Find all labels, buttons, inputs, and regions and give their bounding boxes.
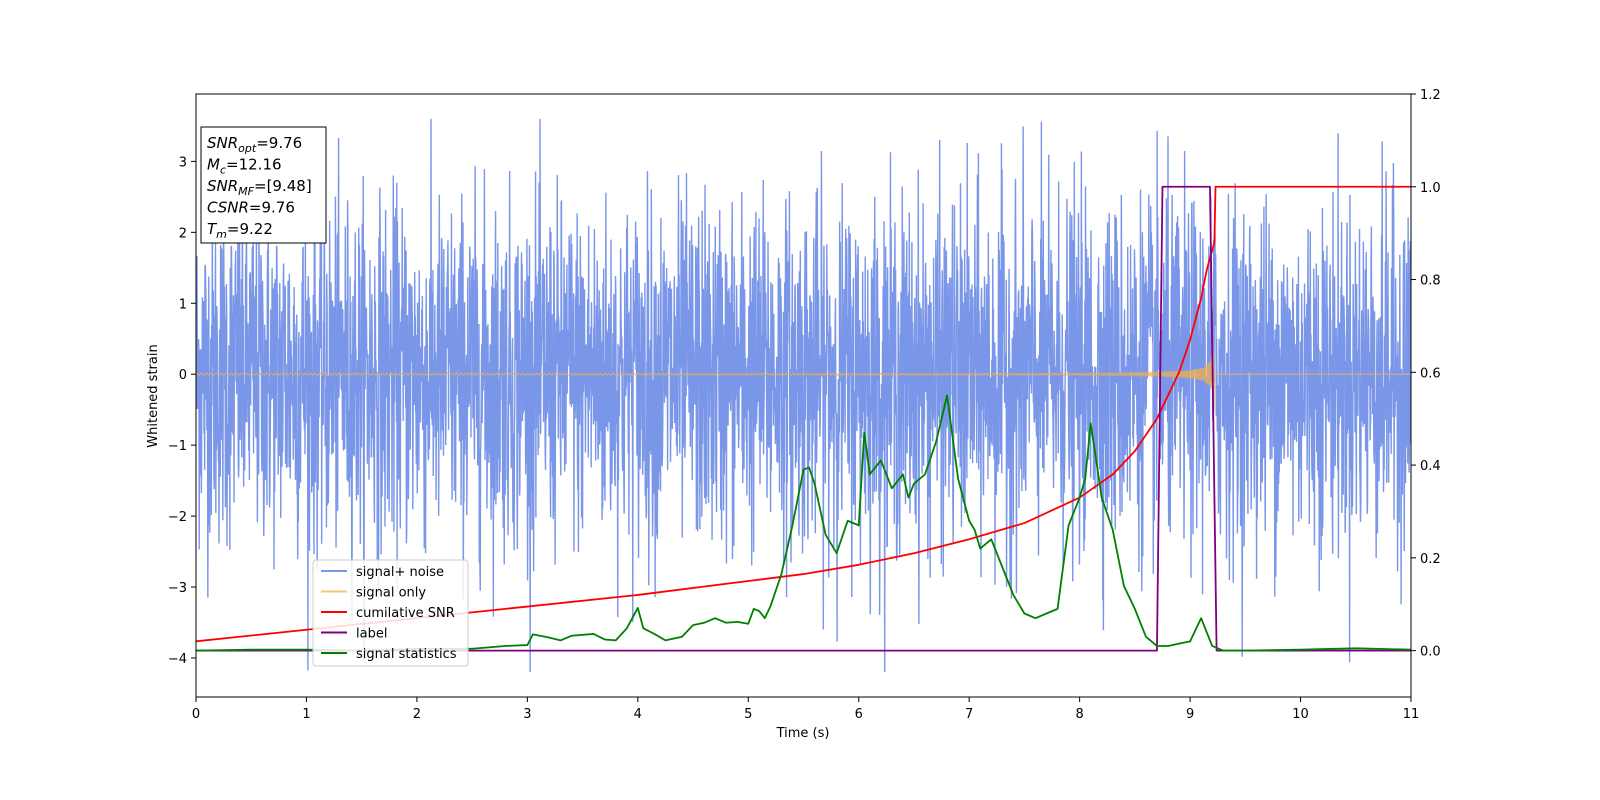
series-signal-noise	[196, 118, 1411, 673]
y-tick-label: −1	[168, 439, 187, 454]
info-symbol: SNR	[207, 177, 238, 195]
info-value: =9.22	[227, 220, 273, 238]
info-subscript: MF	[238, 185, 254, 198]
info-line: Tm=9.22	[207, 220, 273, 241]
axes-ticks: 0 1 2 3 4 5 6 7 8 9 10 11 −4 −3 −2 −1 0 1 2 3 0.0 0.2 0.4 0.6 0.…	[168, 88, 1441, 722]
x-tick-label: 1	[302, 707, 310, 722]
info-line: CSNR=9.76	[207, 199, 295, 217]
info-symbol: T	[207, 220, 218, 238]
info-value: =[9.48]	[254, 177, 312, 195]
y-tick-label: 1	[179, 297, 187, 312]
y2-tick-label: 1.0	[1420, 181, 1441, 196]
series-signal-statistics	[196, 394, 1411, 652]
info-symbol: SNR	[207, 134, 238, 152]
y-axis-label: Whitened strain	[146, 344, 161, 447]
series-cumilative-snr	[196, 185, 1411, 643]
x-tick-label: 10	[1292, 707, 1309, 722]
info-value: =9.76	[249, 199, 295, 217]
x-tick-label: 4	[634, 707, 642, 722]
y-tick-label: 3	[179, 155, 187, 170]
x-tick-label: 8	[1075, 707, 1083, 722]
y2-tick-label: 0.6	[1420, 366, 1441, 381]
y2-tick-label: 0.0	[1420, 645, 1441, 660]
y-tick-label: −4	[168, 652, 187, 667]
series-layer	[196, 118, 1411, 673]
info-subscript: c	[220, 164, 226, 177]
legend-label: signal only	[356, 586, 426, 601]
x-tick-label: 2	[413, 707, 421, 722]
x-axis-label: Time (s)	[776, 726, 830, 741]
y2-tick-label: 0.2	[1420, 552, 1441, 567]
x-tick-label: 11	[1403, 707, 1420, 722]
info-box: SNRopt=9.76Mc=12.16SNRMF=[9.48]CSNR=9.76…	[200, 126, 327, 244]
info-line: Mc=12.16	[207, 156, 282, 177]
info-symbol: CSNR	[207, 199, 249, 217]
y-tick-label: 0	[179, 368, 187, 383]
legend-label: signal statistics	[356, 647, 457, 662]
x-tick-label: 3	[523, 707, 531, 722]
legend-label: signal+ noise	[356, 565, 444, 580]
y2-tick-label: 1.2	[1420, 88, 1441, 103]
info-line: SNRopt=9.76	[207, 134, 302, 155]
info-value: =12.16	[226, 156, 282, 174]
info-value: =9.76	[256, 134, 302, 152]
x-tick-label: 0	[192, 707, 200, 722]
legend-label: cumilative SNR	[356, 606, 455, 621]
info-line: SNRMF=[9.48]	[207, 177, 312, 198]
info-subscript: opt	[238, 142, 257, 155]
info-symbol: M	[207, 156, 220, 174]
series-signal-only	[196, 350, 1411, 411]
x-tick-label: 6	[855, 707, 863, 722]
x-tick-label: 5	[744, 707, 752, 722]
y-tick-label: −2	[168, 510, 187, 525]
y2-tick-label: 0.4	[1420, 459, 1441, 474]
legend-frame	[312, 559, 469, 667]
x-tick-label: 9	[1186, 707, 1194, 722]
legend: signal+ noise signal only cumilative SNR la…	[312, 559, 469, 667]
legend-label: label	[356, 627, 387, 642]
y-tick-label: −3	[168, 581, 187, 596]
y2-tick-label: 0.8	[1420, 274, 1441, 289]
plot-frame	[195, 93, 1412, 698]
y-tick-label: 2	[179, 226, 187, 241]
x-tick-label: 7	[965, 707, 973, 722]
info-subscript: m	[216, 228, 227, 241]
